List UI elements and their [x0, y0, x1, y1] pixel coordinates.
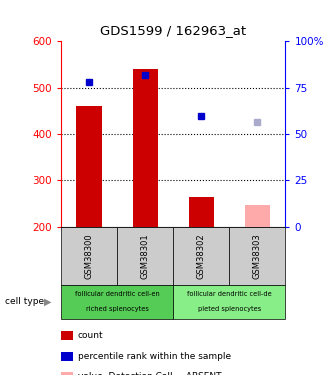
Text: ▶: ▶	[44, 297, 51, 307]
Bar	[189, 197, 214, 227]
Bar	[173, 227, 229, 285]
Title: GDS1599 / 162963_at: GDS1599 / 162963_at	[100, 24, 246, 37]
Bar	[61, 227, 117, 285]
Bar	[77, 106, 102, 227]
Text: count: count	[78, 331, 103, 340]
Bar	[173, 285, 285, 319]
Bar	[229, 227, 285, 285]
Text: follicular dendritic cell-en: follicular dendritic cell-en	[75, 291, 159, 297]
Text: cell type: cell type	[5, 297, 44, 306]
Text: GSM38302: GSM38302	[197, 233, 206, 279]
Text: GSM38301: GSM38301	[141, 233, 150, 279]
Text: value, Detection Call = ABSENT: value, Detection Call = ABSENT	[78, 372, 221, 375]
Bar	[245, 205, 270, 227]
Text: percentile rank within the sample: percentile rank within the sample	[78, 352, 231, 361]
Text: GSM38303: GSM38303	[253, 233, 262, 279]
Bar	[61, 285, 173, 319]
Text: follicular dendritic cell-de: follicular dendritic cell-de	[187, 291, 272, 297]
Text: GSM38300: GSM38300	[84, 233, 94, 279]
Bar	[117, 227, 173, 285]
Text: pleted splenocytes: pleted splenocytes	[198, 306, 261, 312]
Text: riched splenocytes: riched splenocytes	[86, 306, 148, 312]
Bar	[133, 69, 158, 227]
